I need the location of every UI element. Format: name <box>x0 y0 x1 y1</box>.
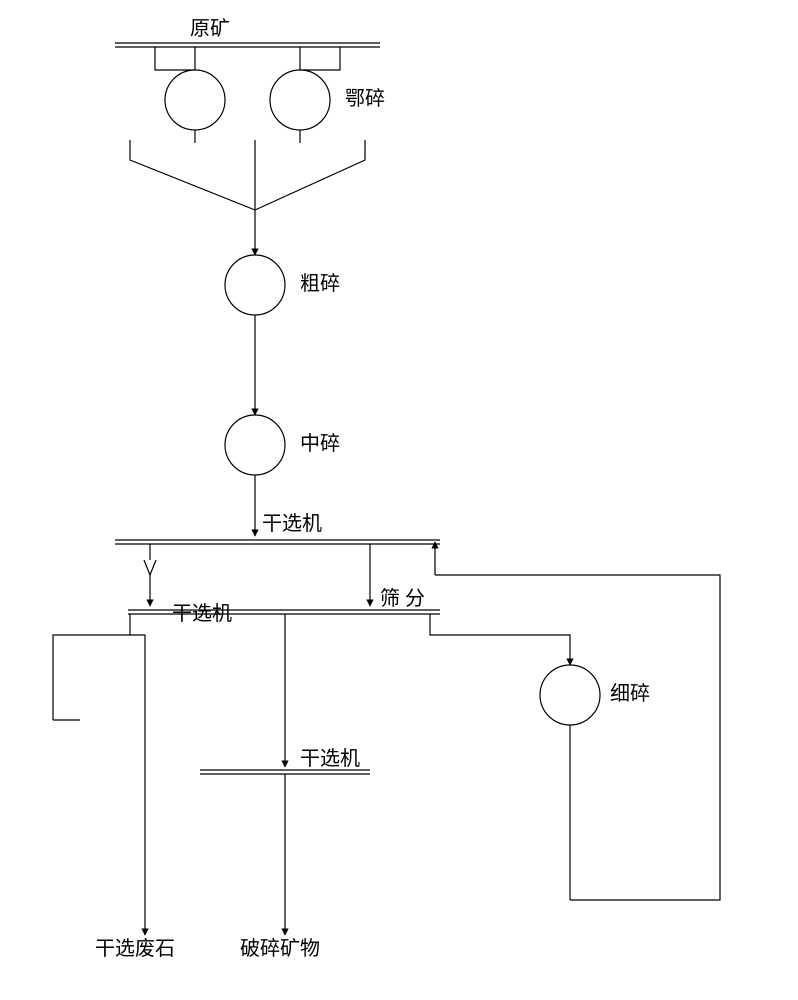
label-waste-rock: 干选废石 <box>95 937 175 960</box>
label-dry-sep-1: 干选机 <box>262 512 322 535</box>
label-raw-ore: 原矿 <box>190 17 230 40</box>
drysep2-tee-down <box>53 614 130 720</box>
bin-to-jaw-right-R <box>300 47 340 70</box>
label-dry-sep-3: 干选机 <box>300 747 360 770</box>
jaw-crusher-left <box>165 70 225 130</box>
screen-over-right <box>430 614 570 665</box>
funnel-left <box>130 140 255 210</box>
label-screening: 筛 分 <box>380 587 425 610</box>
fine-crusher <box>540 665 600 725</box>
label-fine-crush: 细碎 <box>610 682 650 705</box>
drysep2-tee-right <box>130 635 145 720</box>
funnel-right <box>255 140 365 210</box>
label-coarse-crush: 粗碎 <box>300 272 340 295</box>
jaw-crusher-right <box>270 70 330 130</box>
label-broken-mineral: 破碎矿物 <box>240 937 320 960</box>
label-jaw-crush: 鄂碎 <box>345 87 385 110</box>
coarse-crusher <box>225 255 285 315</box>
fine-out-across <box>435 575 720 900</box>
bin-to-jaw-left-L <box>155 47 195 70</box>
medium-crusher <box>225 415 285 475</box>
label-medium-crush: 中碎 <box>300 432 340 455</box>
drysep1-out-left-notch <box>144 560 156 575</box>
label-dry-sep-2: 干选机 <box>172 602 232 625</box>
